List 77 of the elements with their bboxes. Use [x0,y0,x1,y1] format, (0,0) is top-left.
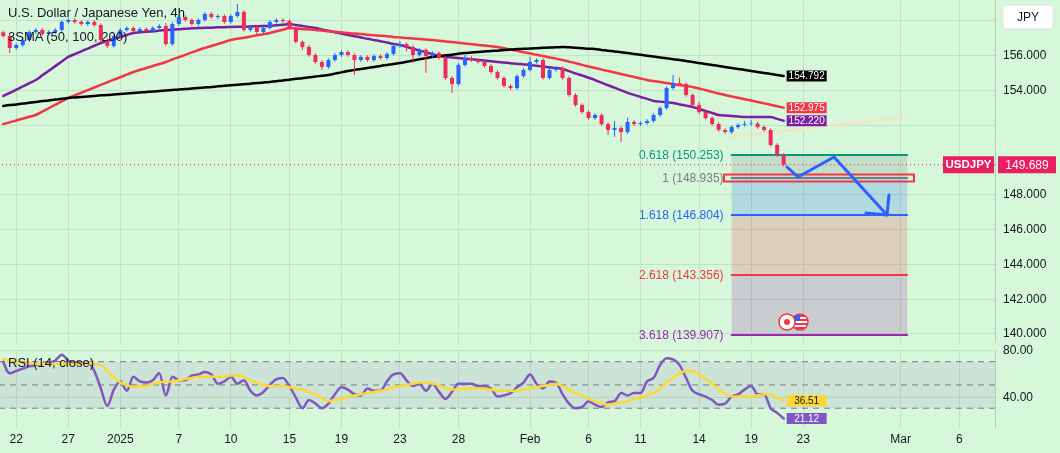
candlestick [456,62,461,87]
x-tick-label: 27 [61,431,76,446]
series-label: 1.618 (146.804) [638,208,724,223]
y-tick-label: 146.000 [1003,222,1047,237]
candlestick [567,75,572,98]
x-tick-label: 11 [634,431,648,446]
data-label: 154.792 [788,70,826,82]
series-label: 0.618 (150.253) [638,148,724,162]
candlestick [606,121,611,136]
candlestick [397,40,402,49]
candlestick [671,74,676,91]
x-tick-label: Feb [519,431,541,446]
x-tick-label: 14 [692,431,707,446]
y-tick-label: 40.00 [1003,389,1034,404]
candlestick [541,57,546,81]
candlestick [410,44,415,64]
candlestick [319,59,324,71]
x-tick-label: 23 [796,431,811,446]
candlestick [163,22,168,47]
candlestick [170,21,175,47]
candlestick [632,119,637,127]
series-label: 3.618 (139.907) [638,328,724,343]
y-tick-label: 140.000 [1003,326,1047,341]
candlestick [593,112,598,121]
x-tick-label: 28 [451,431,466,446]
y-tick-label: 154.000 [1003,82,1047,97]
candlestick [280,17,285,24]
candlestick [215,13,220,20]
candlestick [371,53,376,63]
candlestick [98,22,103,43]
series-label: 1 (148.935) [662,170,724,185]
x-tick-label: 19 [744,431,759,446]
y-tick-label: 156.000 [1003,47,1047,62]
candlestick [241,9,246,33]
y-tick-label: 80.00 [1003,343,1034,357]
candlestick [723,127,728,135]
candlestick [449,75,454,94]
candlestick [384,51,389,61]
y-tick-label: 144.000 [1003,256,1047,271]
x-tick-label: 10 [224,431,238,446]
x-tick-label: 23 [393,431,407,446]
data-label: 36.51 [794,394,820,406]
candlestick [554,65,559,73]
x-tick-label: Mar [890,431,912,446]
candlestick [645,118,650,126]
x-tick-label: 7 [175,431,183,446]
candlestick [423,47,428,74]
data-label: 21.12 [794,412,820,424]
x-tick-label: 2025 [106,431,134,446]
candlestick [528,56,533,73]
candlestick [768,127,773,148]
y-tick-label: 148.000 [1003,187,1047,202]
chart-title: U.S. Dollar / Japanese Yen, 4h [8,5,186,20]
candlestick [358,54,363,63]
candlestick [443,55,448,81]
data-label: 152.975 [788,101,826,113]
candlestick [619,125,624,143]
series-label: 2.618 (143.356) [638,268,724,283]
candlestick [345,49,350,58]
candlestick [736,122,741,130]
candlestick [475,57,480,65]
y-tick-label: 142.000 [1003,291,1047,306]
candlestick [254,24,259,36]
data-label: 152.220 [788,114,826,126]
candlestick [762,124,767,133]
x-tick-label: 6 [585,431,593,446]
ref-line-label: USDJPY [945,157,992,170]
x-tick-label: 6 [955,431,963,446]
x-tick-label: 22 [9,431,24,446]
y-axis-title: JPY [1016,10,1040,24]
candlestick [436,50,441,61]
x-tick-label: 15 [282,431,297,446]
candlestick [352,52,357,76]
candlestick [664,85,669,111]
line-series [730,115,909,139]
x-tick-label: 19 [334,431,349,446]
text: 149.689 [1005,157,1050,172]
